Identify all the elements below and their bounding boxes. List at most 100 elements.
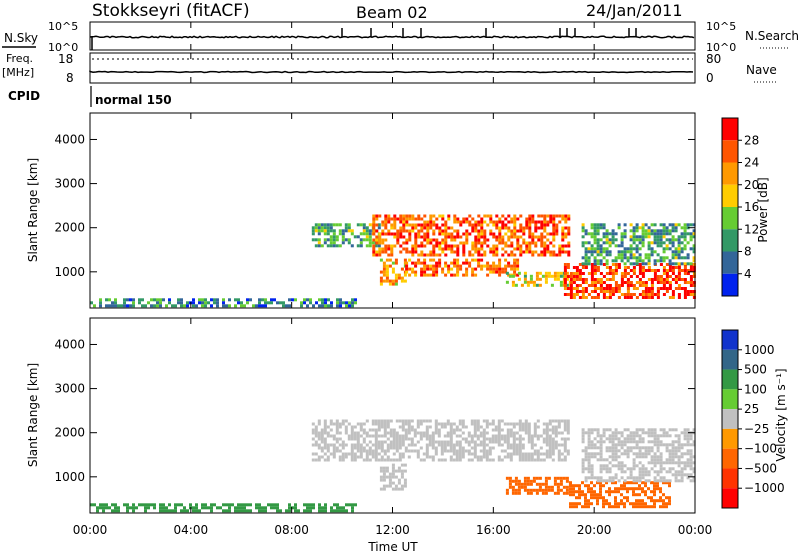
power-cell xyxy=(483,220,487,224)
power-cell xyxy=(549,232,553,236)
power-cell xyxy=(534,244,538,248)
power-cell xyxy=(504,241,508,245)
velocity-cell xyxy=(677,458,681,462)
power-cell xyxy=(686,269,690,272)
power-cell xyxy=(559,283,563,287)
velocity-cell xyxy=(407,455,411,459)
power-cell xyxy=(93,304,96,308)
power-cell xyxy=(356,244,360,248)
power-cell xyxy=(665,229,669,233)
velocity-cell xyxy=(647,487,650,491)
velocity-cell xyxy=(692,470,696,474)
power-cell xyxy=(353,235,357,239)
velocity-cell xyxy=(617,437,621,441)
power-cell xyxy=(540,250,544,254)
power-cell xyxy=(513,253,517,257)
power-cell xyxy=(111,301,114,305)
velocity-cell xyxy=(132,503,135,507)
velocity-cell xyxy=(309,503,312,507)
velocity-cell xyxy=(530,434,534,438)
velocity-cell xyxy=(623,487,626,491)
power-cell xyxy=(641,293,645,296)
power-cell xyxy=(201,301,204,305)
power-cell xyxy=(483,264,487,268)
velocity-cell xyxy=(611,443,615,447)
power-cell xyxy=(365,235,369,239)
velocity-cell xyxy=(611,440,615,444)
power-cell xyxy=(332,229,336,233)
power-cell xyxy=(159,304,162,308)
velocity-cell xyxy=(437,428,441,432)
power-cell xyxy=(375,235,379,239)
power-cell xyxy=(403,279,407,283)
colorbar-swatch xyxy=(722,184,738,207)
velocity-cell xyxy=(186,509,189,513)
velocity-cell xyxy=(425,428,429,432)
power-cell xyxy=(381,241,385,245)
power-cell xyxy=(528,217,532,221)
power-cell xyxy=(641,272,645,275)
power-cell xyxy=(132,298,135,302)
velocity-cell xyxy=(689,458,693,462)
velocity-cell xyxy=(261,509,264,513)
velocity-cell xyxy=(511,479,515,483)
velocity-cell xyxy=(336,503,339,507)
power-cell xyxy=(303,301,306,305)
power-cell xyxy=(623,266,627,269)
velocity-cell xyxy=(189,503,192,507)
velocity-cell xyxy=(353,431,357,435)
velocity-cell xyxy=(599,455,603,459)
power-cell xyxy=(144,304,147,308)
power-cell xyxy=(432,238,436,242)
velocity-cell xyxy=(653,470,657,474)
velocity-cell xyxy=(371,434,375,438)
velocity-cell xyxy=(470,434,474,438)
velocity-cell xyxy=(593,437,597,441)
power-cell xyxy=(435,264,439,268)
velocity-cell xyxy=(392,431,396,435)
velocity-cell xyxy=(527,437,531,441)
power-cell xyxy=(385,267,389,271)
power-cell xyxy=(504,270,508,274)
velocity-cell xyxy=(680,452,684,456)
power-cell xyxy=(677,247,681,251)
power-cell xyxy=(596,232,600,236)
power-cell xyxy=(546,223,550,227)
velocity-cell xyxy=(386,431,390,435)
power-cell xyxy=(207,301,210,305)
velocity-cell xyxy=(605,470,609,474)
power-cell xyxy=(379,258,383,262)
velocity-cell xyxy=(329,452,333,456)
velocity-cell xyxy=(400,469,404,473)
velocity-cell xyxy=(659,434,663,438)
velocity-cell xyxy=(641,470,645,474)
velocity-cell xyxy=(562,476,566,480)
velocity-cell xyxy=(644,505,647,509)
power-cell xyxy=(531,250,535,254)
velocity-cell xyxy=(656,443,660,447)
velocity-cell xyxy=(656,499,659,503)
velocity-cell xyxy=(638,487,641,491)
power-cell xyxy=(426,253,430,257)
power-cell xyxy=(602,281,606,284)
velocity-cell xyxy=(656,481,659,485)
velocity-cell xyxy=(566,449,570,453)
power-cell xyxy=(529,280,533,284)
power-cell xyxy=(405,250,409,254)
power-cell xyxy=(417,258,421,262)
power-cell xyxy=(665,290,669,293)
colorbar-swatch xyxy=(722,468,738,489)
power-cell xyxy=(516,261,520,265)
power-cell xyxy=(354,298,357,302)
velocity-cell xyxy=(638,437,642,441)
power-cell xyxy=(686,293,690,296)
power-cell xyxy=(540,226,544,230)
power-cell xyxy=(396,217,400,221)
noise-right-tick-bottom: 10^0 xyxy=(706,41,736,54)
power-cell xyxy=(638,247,642,251)
power-cell xyxy=(450,273,454,277)
velocity-cell xyxy=(398,455,402,459)
power-cell xyxy=(683,232,687,236)
power-cell xyxy=(629,253,633,257)
power-cell xyxy=(459,220,463,224)
